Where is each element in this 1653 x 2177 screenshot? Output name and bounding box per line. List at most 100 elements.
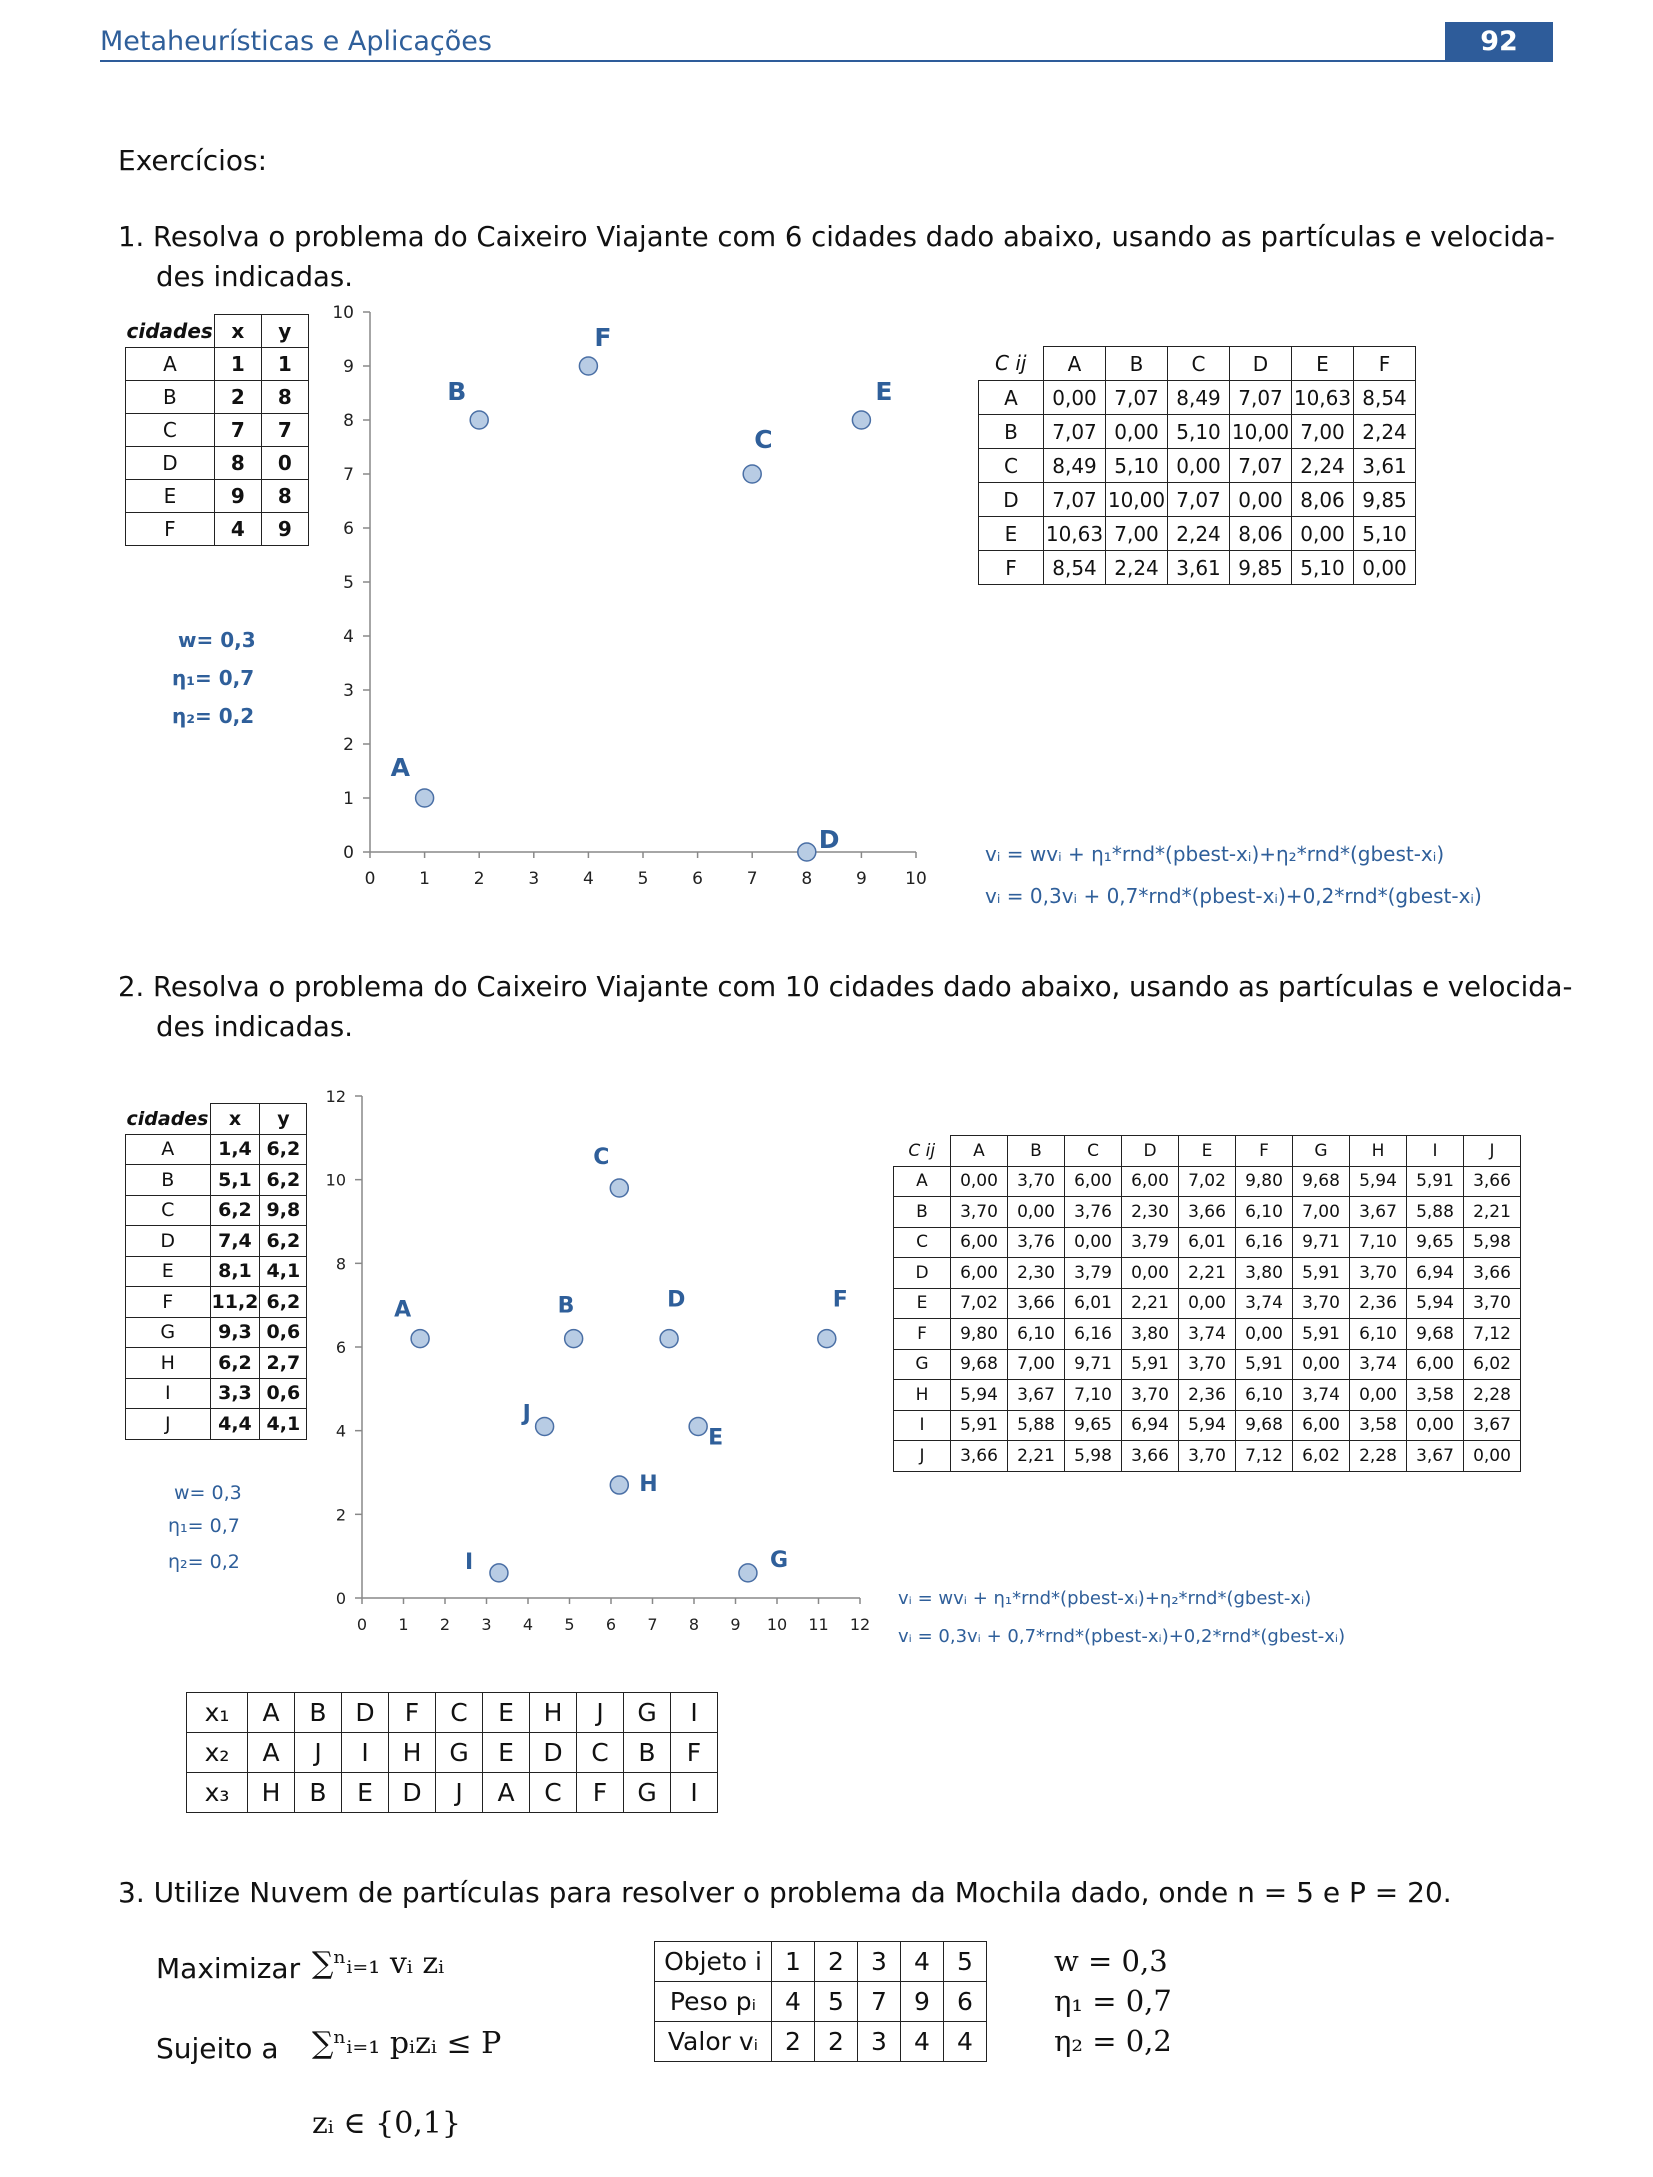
knapsack-row-label: Objeto i — [654, 1941, 772, 1982]
particle-cell: A — [247, 1732, 295, 1773]
x-tick-label: 8 — [801, 869, 812, 889]
city-point-J — [534, 1416, 555, 1437]
ex3-domain-expression: zᵢ ∈ {0,1} — [312, 2106, 462, 2141]
ex1-scatter-chart: 0 1 2 3 4 5 6 7 8 9 10 0 1 2 3 4 5 6 7 8 9 10 A B C D E F — [332, 303, 927, 889]
ex1-param-w: w= 0,3 — [178, 628, 256, 652]
y-tick-label: 2 — [336, 1505, 346, 1524]
ex1-dist-cell: 2,24 — [1105, 550, 1168, 585]
ex2-dist-row-label: B — [893, 1196, 951, 1228]
ex1-distance-table: C ij A B C D E F A 0,00 7,07 8,49 7,07 10,63 8,54 B 7,0… — [978, 346, 1416, 585]
particle-cell: A — [482, 1772, 530, 1813]
ex2-dist-cell: 3,74 — [1349, 1348, 1407, 1380]
city-point-label: J — [521, 1401, 531, 1426]
ex2-dist-cell: 5,91 — [1292, 1257, 1350, 1289]
ex2-dist-header-cell: J — [1463, 1135, 1521, 1167]
ex2-dist-cell: 2,36 — [1178, 1379, 1236, 1411]
ex2-dist-cell: 9,68 — [950, 1348, 1008, 1380]
ex2-dist-cell: 3,70 — [1349, 1257, 1407, 1289]
ex2-city-cell: 4,1 — [259, 1408, 308, 1440]
particle-cell: D — [529, 1732, 577, 1773]
ex2-dist-cell: 5,91 — [1292, 1318, 1350, 1350]
page-header-title: Metaheurísticas e Aplicações — [100, 26, 492, 57]
city-point-label: F — [594, 323, 611, 352]
ex2-dist-cell: 3,67 — [1463, 1409, 1521, 1441]
ex2-dist-row-label: I — [893, 1409, 951, 1441]
ex2-city-row: E 8,1 4,1 — [125, 1255, 308, 1287]
y-tick-label: 8 — [336, 1254, 346, 1273]
ex2-dist-cell: 9,68 — [1235, 1409, 1293, 1441]
ex2-dist-cell: 6,02 — [1292, 1440, 1350, 1472]
particle-row: x₃ H B E D J A C F G I — [186, 1772, 718, 1813]
x-tick-label: 0 — [365, 869, 376, 889]
knapsack-cell: 4 — [943, 2021, 987, 2062]
ex2-formula-numeric: vᵢ = 0,3vᵢ + 0,7*rnd*(pbest-xᵢ)+0,2*rnd*… — [898, 1626, 1346, 1647]
x-tick-label: 10 — [905, 869, 927, 889]
ex2-dist-cell: 3,70 — [950, 1196, 1008, 1228]
ex2-dist-row-label: E — [893, 1287, 951, 1319]
particle-cell: J — [294, 1732, 342, 1773]
ex2-city-row: B 5,1 6,2 — [125, 1164, 308, 1196]
city-point-C — [742, 464, 762, 484]
ex1-dist-cell: 7,07 — [1229, 448, 1292, 483]
ex1-dist-cell: 8,49 — [1167, 380, 1230, 415]
ex1-dist-cell: 0,00 — [1105, 414, 1168, 449]
knapsack-cell: 9 — [900, 1981, 944, 2022]
ex2-dist-cell: 2,28 — [1463, 1379, 1521, 1411]
knapsack-row: Valor vᵢ 2 2 3 4 4 — [654, 2021, 987, 2062]
ex3-param-w: w = 0,3 — [1054, 1944, 1168, 1978]
particle-cell: D — [388, 1772, 436, 1813]
ex1-dist-cell: 10,63 — [1043, 516, 1106, 551]
city-point-label: F — [833, 1288, 848, 1313]
knapsack-cell: 4 — [900, 2021, 944, 2062]
ex2-dist-cell: 6,02 — [1463, 1348, 1521, 1380]
particle-cell: F — [670, 1732, 718, 1773]
city-point-A — [414, 788, 435, 808]
ex2-dist-cell: 6,94 — [1121, 1409, 1179, 1441]
ex2-dist-cell: 9,80 — [950, 1318, 1008, 1350]
ex2-dist-cell: 2,21 — [1463, 1196, 1521, 1228]
city-point-label: B — [558, 1294, 575, 1319]
ex2-dist-cell: 3,66 — [1007, 1287, 1065, 1319]
x-tick-label: 9 — [856, 869, 867, 889]
ex2-cities-table: cidades x y A 1,4 6,2 B 5,1 6,2 C 6,2 9,8 D 7,4 6,2 E 8,… — [125, 1103, 308, 1440]
ex1-city-cell: 2 — [213, 380, 262, 414]
ex2-city-cell: 6,2 — [259, 1133, 308, 1165]
city-point-A — [410, 1328, 430, 1349]
city-point-F — [817, 1328, 837, 1349]
ex1-city-header-cell: x — [213, 314, 262, 348]
ex1-dist-header-cell: C — [1167, 346, 1230, 381]
ex2-dist-cell: 5,98 — [1463, 1226, 1521, 1258]
ex2-dist-cell: 3,67 — [1406, 1440, 1464, 1472]
ex1-dist-cell: 2,24 — [1167, 516, 1230, 551]
page-number: 92 — [1445, 22, 1553, 62]
ex2-city-row-label: D — [125, 1225, 211, 1257]
ex2-dist-cell: 6,00 — [950, 1257, 1008, 1289]
ex2-city-row-label: H — [125, 1347, 211, 1379]
ex2-dist-cell: 6,10 — [1235, 1196, 1293, 1228]
ex2-dist-cell: 6,00 — [950, 1226, 1008, 1258]
ex2-dist-cell: 9,68 — [1292, 1165, 1350, 1197]
x-tick-label: 11 — [808, 1615, 828, 1634]
ex2-city-row: G 9,3 0,6 — [125, 1316, 308, 1348]
ex1-dist-header-cell: F — [1353, 346, 1416, 381]
ex1-dist-row: C 8,49 5,10 0,00 7,07 2,24 3,61 — [978, 448, 1416, 483]
ex2-param-w: w= 0,3 — [174, 1482, 242, 1504]
ex1-dist-cell: 7,07 — [1229, 380, 1292, 415]
ex1-dist-cell: 10,63 — [1291, 380, 1354, 415]
ex1-dist-cell: 7,07 — [1105, 380, 1168, 415]
ex1-dist-header-cell: D — [1229, 346, 1292, 381]
ex2-city-row-label: B — [125, 1164, 211, 1196]
ex1-city-row-label: B — [125, 380, 215, 414]
ex1-city-cell: 9 — [213, 479, 262, 513]
x-tick-label: 9 — [730, 1615, 740, 1634]
particle-cell: E — [482, 1692, 530, 1733]
ex2-dist-cell: 7,00 — [1007, 1348, 1065, 1380]
ex2-city-cell: 6,2 — [209, 1194, 261, 1226]
ex1-param-eta1: η₁= 0,7 — [172, 666, 255, 690]
city-point-label: E — [708, 1425, 723, 1450]
ex2-city-row: C 6,2 9,8 — [125, 1194, 308, 1226]
ex1-city-cell: 7 — [260, 413, 309, 447]
city-point-label: A — [394, 1298, 411, 1323]
ex2-dist-cell: 3,58 — [1349, 1409, 1407, 1441]
